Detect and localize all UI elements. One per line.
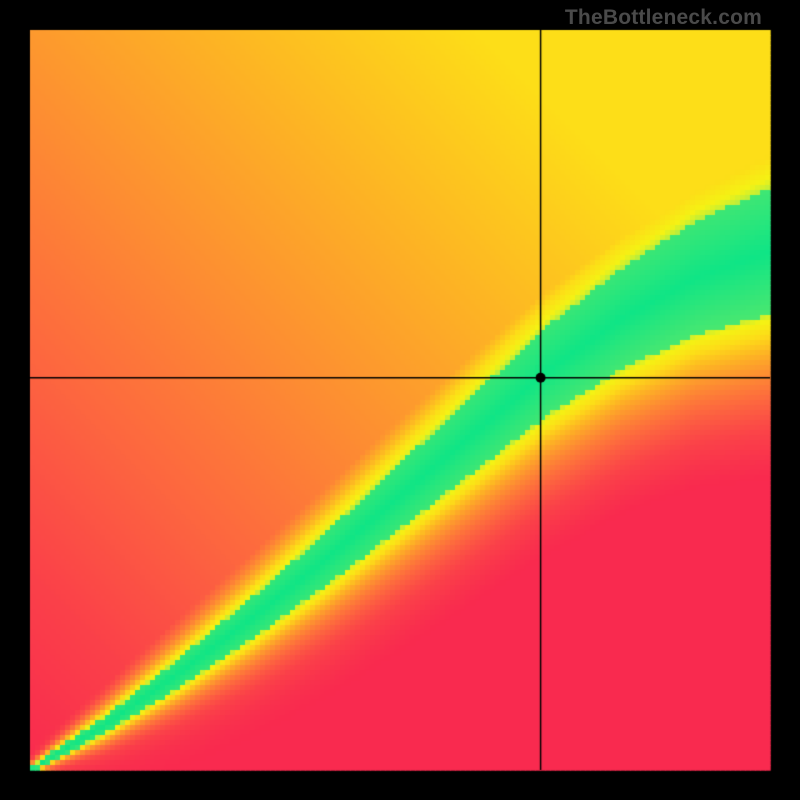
watermark-label: TheBottleneck.com — [565, 6, 762, 30]
bottleneck-heatmap — [0, 0, 800, 800]
